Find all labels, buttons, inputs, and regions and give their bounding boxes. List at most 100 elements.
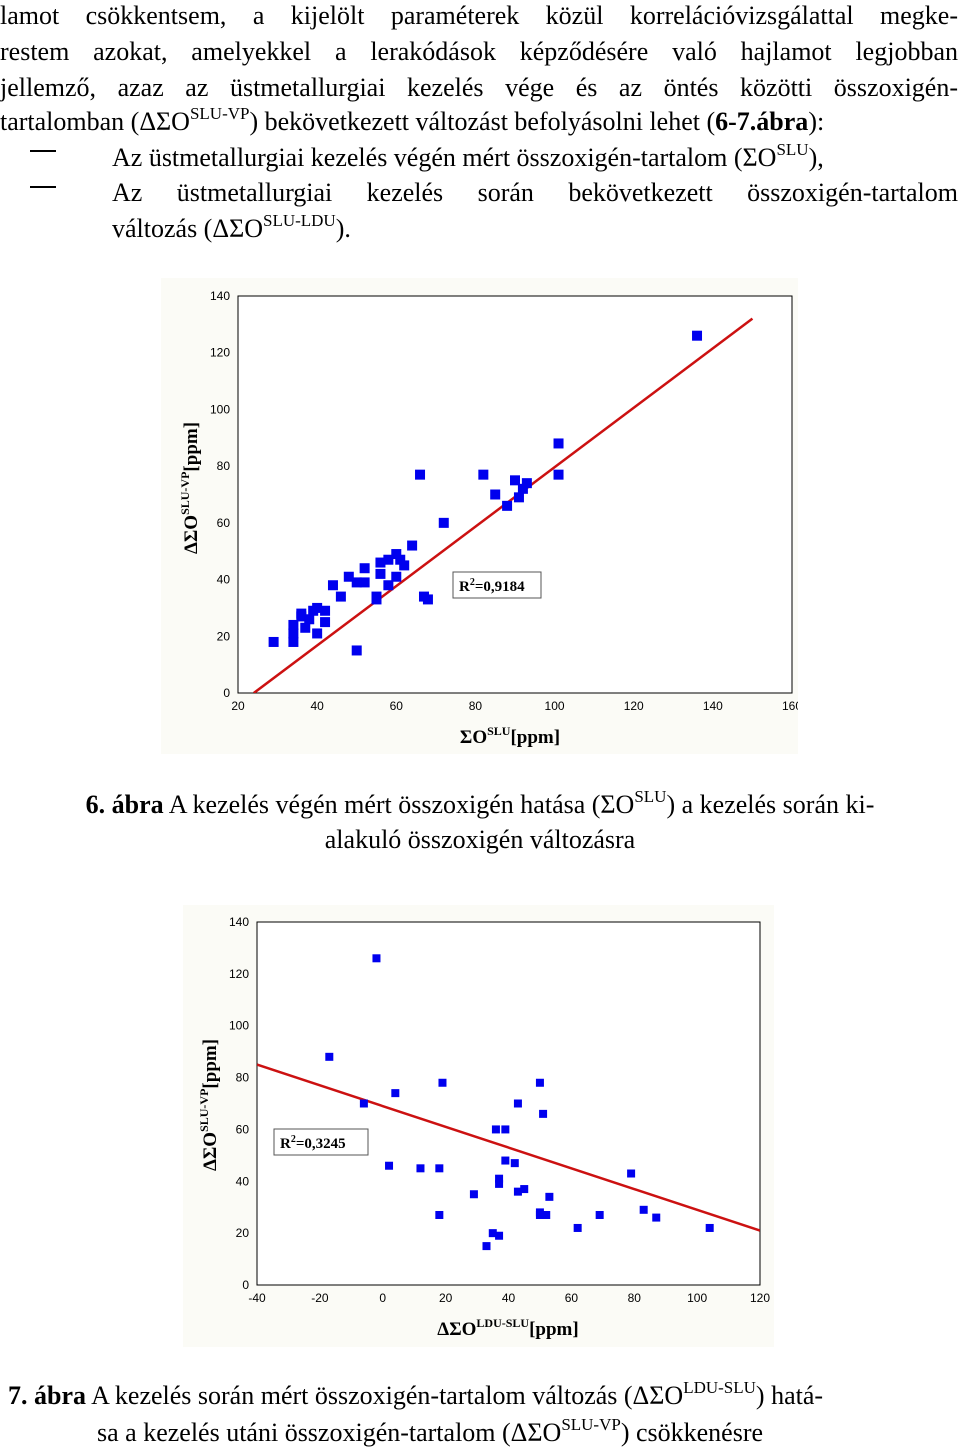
data-point — [343, 571, 354, 582]
data-point — [371, 594, 382, 605]
data-point — [312, 628, 323, 639]
data-point — [652, 1213, 661, 1222]
data-point — [351, 577, 362, 588]
data-point — [469, 1190, 478, 1199]
x-tick-label: 40 — [310, 699, 324, 713]
paragraph-line-4-a: tartalomban (ΔΣO — [0, 107, 190, 136]
data-point — [545, 1192, 554, 1201]
x-tick-label: 80 — [469, 699, 483, 713]
figure-7-caption-sup: LDU-SLU — [683, 1378, 756, 1397]
x-tick-label: 20 — [439, 1291, 453, 1305]
data-point — [385, 1161, 394, 1170]
data-point — [495, 1231, 504, 1240]
data-point — [375, 568, 386, 579]
x-tick-label: 100 — [545, 699, 565, 713]
data-point — [268, 636, 279, 647]
data-point — [435, 1164, 444, 1173]
y-tick-label: 120 — [229, 967, 249, 981]
figure-7-caption-line-2-a: sa a kezelés utáni összoxigén-tartalom (… — [97, 1418, 562, 1447]
figure-6-caption-line-2: alakuló összoxigén változásra — [324, 825, 636, 854]
data-point — [495, 1174, 504, 1183]
data-point — [488, 1229, 497, 1238]
figure-7-caption-line-2-b: ) csökkenésre — [620, 1418, 764, 1447]
data-point — [296, 611, 307, 622]
paragraph-line-1-text: lamot csökkentsem, a kijelölt paramétere… — [0, 1, 958, 30]
paragraph-line-4: tartalomban (ΔΣOSLU-VP) bekövetkezett vá… — [0, 104, 825, 140]
paragraph-line-4-sup: SLU-VP — [189, 104, 250, 123]
scatter-chart-7: 0 20 40 60 80 100 120 140 -40 -20 0 20 40 60 80 100 120 R… — [197, 915, 770, 1340]
bullet-item-2-cont-b: ). — [335, 214, 351, 243]
y-tick-label: 60 — [236, 1122, 250, 1136]
y-tick-label: 140 — [210, 289, 230, 303]
paragraph-line-2-text: restem azokat, amelyekkel a lerakódások … — [0, 37, 958, 66]
data-point — [383, 580, 394, 591]
data-point — [304, 614, 315, 625]
figure-6-caption-sup: SLU — [634, 787, 667, 806]
plot-area — [256, 921, 761, 1286]
bullet-item-1: Az üstmetallurgiai kezelés végén mért ös… — [112, 140, 824, 176]
data-point — [300, 622, 311, 633]
x-tick-label: 120 — [750, 1291, 770, 1305]
data-point — [517, 483, 528, 494]
data-point — [372, 954, 381, 963]
paragraph-line-4-c: ): — [808, 107, 825, 136]
data-point — [288, 636, 299, 647]
figure-7-caption: 7. ábra A kezelés során mért összoxigén-… — [0, 1378, 960, 1453]
figure-reference: 6-7.ábra — [715, 107, 809, 136]
scatter-chart-6: 02040608010012014020406080100120140160R2… — [178, 289, 802, 748]
y-tick-label: 0 — [242, 1278, 249, 1292]
data-point — [335, 591, 346, 602]
data-point — [692, 330, 703, 341]
bullet-item-2-cont-a: változás (ΔΣO — [112, 214, 263, 243]
data-point — [542, 1210, 551, 1219]
data-point — [491, 1125, 500, 1134]
data-point — [627, 1169, 636, 1178]
data-point — [359, 1099, 368, 1108]
data-point — [288, 628, 299, 639]
data-point — [495, 1179, 504, 1188]
data-point — [391, 571, 402, 582]
figure-7-caption-b: ) hatá- — [755, 1381, 824, 1410]
data-point — [478, 469, 489, 480]
paragraph-line-1: lamot csökkentsem, a kijelölt paramétere… — [0, 1, 958, 31]
y-tick-label: 20 — [217, 629, 231, 643]
data-point — [383, 554, 394, 565]
data-point — [553, 438, 564, 449]
figure-7: 0 20 40 60 80 100 120 140 -40 -20 0 20 40 60 80 100 120 R… — [183, 905, 774, 1347]
paragraph-line-3: jellemző, azaz az üstmetallurgiai kezelé… — [0, 73, 958, 103]
data-point — [308, 605, 319, 616]
figure-6-caption-b: ) a kezelés során ki- — [666, 790, 875, 819]
paragraph-line-2: restem azokat, amelyekkel a lerakódások … — [0, 37, 958, 67]
data-point — [415, 469, 426, 480]
figure-7-caption-a: A kezelés során mért összoxigén-tartalom… — [86, 1381, 684, 1410]
x-tick-label: 0 — [379, 1291, 386, 1305]
data-point — [539, 1109, 548, 1118]
data-point — [482, 1242, 491, 1251]
y-axis-title: ΔΣOSLU-VP[ppm] — [197, 1039, 221, 1171]
data-point — [510, 1159, 519, 1168]
y-tick-label: 140 — [229, 915, 249, 929]
bullet-item-2: Az üstmetallurgiai kezelés során bekövet… — [112, 178, 958, 208]
x-axis-title: ΔΣOLDU-SLU[ppm] — [437, 1316, 578, 1340]
data-point — [573, 1223, 582, 1232]
y-tick-label: 60 — [217, 516, 231, 530]
x-tick-label: 60 — [565, 1291, 579, 1305]
data-point — [513, 492, 524, 503]
paragraph-line-4-b: ) bekövetkezett változást befolyásolni l… — [249, 107, 716, 136]
x-tick-label: 20 — [231, 699, 245, 713]
bullet-item-2-text: Az üstmetallurgiai kezelés során bekövet… — [112, 178, 958, 207]
bullet-item-2-cont-sup: SLU-LDU — [262, 211, 336, 230]
y-tick-label: 80 — [217, 459, 231, 473]
data-point — [535, 1078, 544, 1087]
data-point — [359, 563, 370, 574]
y-axis-title: ΔΣOSLU-VP[ppm] — [178, 422, 202, 554]
data-point — [320, 605, 331, 616]
y-axis-title-group: ΔΣOSLU-VP[ppm] — [197, 1039, 221, 1171]
figure-6-caption-a: A kezelés végén mért összoxigén hatása (… — [163, 790, 635, 819]
data-point — [520, 1185, 529, 1194]
figure-7-number: 7. ábra — [8, 1381, 86, 1410]
y-tick-label: 100 — [229, 1019, 249, 1033]
paragraph-line-3-text: jellemző, azaz az üstmetallurgiai kezelé… — [0, 73, 958, 102]
data-point — [359, 577, 370, 588]
data-point — [399, 560, 410, 571]
